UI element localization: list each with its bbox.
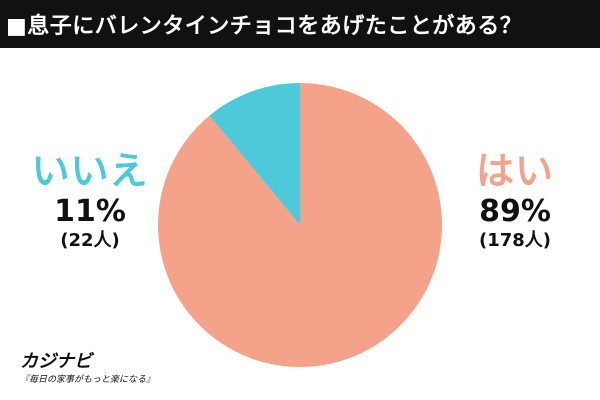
brand-tagline: 『毎日の家事がもっと楽になる』 [20,375,156,385]
label-no-percent: 11% [54,194,126,229]
brand-name: カジナビ [20,351,92,372]
label-yes-category: はい [475,149,554,193]
pie-slice-no [209,83,300,225]
label-no-category: いいえ [31,149,149,193]
label-no-group: いいえ 11% (22人) [20,150,160,252]
chart-title: ■息子にバレンタインチョコをあげたことがある？ [0,0,600,48]
label-yes-percent: 89% [479,194,551,229]
label-yes-count: (178人) [478,230,552,251]
brand-logo: カジナビ 『毎日の家事がもっと楽になる』 [20,352,155,386]
pie-slice-yes [157,83,442,368]
label-no-count: (22人) [60,230,120,251]
label-yes-group: はい 89% (178人) [455,150,575,252]
